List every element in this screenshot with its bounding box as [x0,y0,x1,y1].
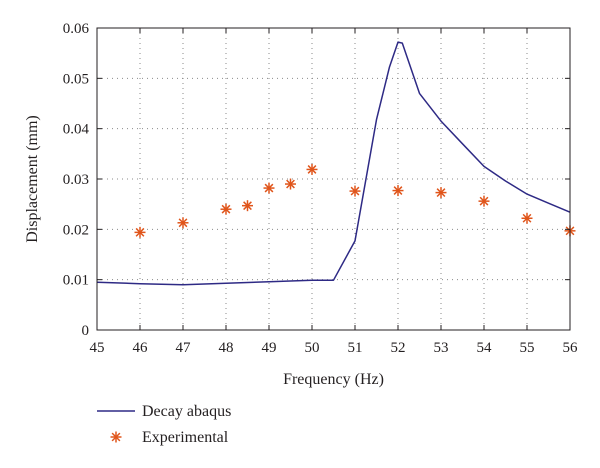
data-point-experimental [392,185,404,197]
data-point-experimental [435,187,447,199]
legend-star-icon [110,431,122,443]
data-point-experimental [263,182,275,194]
data-point-experimental [220,203,232,215]
x-axis-label: Frequency (Hz) [283,371,384,388]
x-tick-label: 47 [176,340,192,356]
data-point-experimental [134,226,146,238]
legend: Decay abaqus Experimental [97,403,231,446]
x-tick-label: 51 [348,340,363,356]
x-tick-label: 54 [477,340,493,356]
y-axis-label: Displacement (mm) [24,115,41,243]
data-point-experimental [177,217,189,229]
y-tick-label: 0.04 [63,122,90,138]
x-tick-label: 46 [133,340,149,356]
data-point-experimental [242,200,253,212]
y-tick-label: 0.05 [63,71,89,87]
legend-label-experimental: Experimental [142,429,229,446]
y-tick-label: 0.06 [63,21,90,37]
y-tick-label: 0.02 [63,222,89,238]
data-point-experimental [285,178,296,190]
legend-marker-swatch [110,431,122,443]
x-tick-label: 50 [305,340,320,356]
data-point-experimental [306,163,318,175]
x-tick-label: 55 [520,340,535,356]
x-tick-label: 49 [262,340,277,356]
data-point-experimental [478,195,490,207]
data-point-experimental [349,185,361,197]
y-tick-label: 0.03 [63,172,89,188]
legend-label-decay-abaqus: Decay abaqus [142,403,231,420]
grid [97,28,570,330]
axes: 45 46 47 48 49 50 51 52 53 54 55 56 0 0.01 0.02 0.03 0.0… [63,21,578,356]
x-tick-label: 48 [219,340,234,356]
x-tick-label: 53 [434,340,449,356]
y-tick-label: 0 [82,323,90,339]
series-line-decay-abaqus [96,41,571,286]
data-point-experimental [521,212,533,224]
y-tick-label: 0.01 [63,273,89,289]
x-tick-label: 52 [391,340,406,356]
x-tick-label: 56 [563,340,579,356]
x-tick-label: 45 [90,340,105,356]
